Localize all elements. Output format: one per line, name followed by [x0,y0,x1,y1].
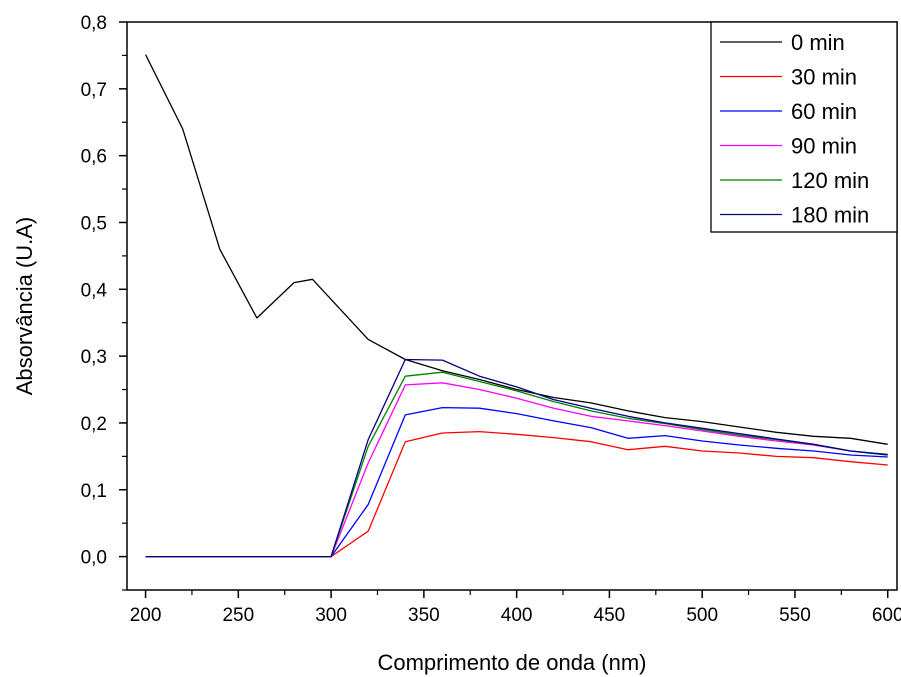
x-tick-label: 250 [222,605,254,626]
y-axis-title: Absorvância (U.A) [12,217,37,396]
y-tick-label: 0,4 [81,280,108,301]
y-tick-label: 0,1 [81,481,107,502]
y-axis: 0,0 0,1 0,2 0,3 0,4 0,5 0,6 0,7 0,8 [81,13,127,591]
legend-label: 0 min [791,30,845,55]
x-tick-label: 300 [315,605,347,626]
legend-label: 30 min [791,65,857,90]
x-axis: 200 250 300 350 400 450 500 550 600 [130,590,901,626]
series-line-180-min [145,358,888,558]
series-line-120-min [145,371,888,558]
x-tick-label: 350 [408,605,440,626]
y-tick-label: 0,2 [81,414,107,435]
series-line-30-min [145,430,888,558]
plot-lines [145,54,888,558]
legend-label: 180 min [791,203,869,228]
series-line-60-min [145,406,888,558]
legend-label: 120 min [791,168,869,193]
y-tick-label: 0,7 [81,80,107,101]
y-tick-label: 0,8 [81,13,107,34]
series-line-0-min [145,54,888,445]
y-tick-label: 0,5 [81,213,107,234]
y-tick-label: 0,0 [81,548,107,569]
legend-label: 60 min [791,99,857,124]
x-tick-label: 450 [594,605,626,626]
x-tick-label: 600 [872,605,901,626]
x-tick-label: 550 [779,605,811,626]
legend-label: 90 min [791,134,857,159]
y-tick-label: 0,6 [81,147,107,168]
x-tick-label: 500 [686,605,718,626]
x-tick-label: 200 [130,605,162,626]
y-tick-label: 0,3 [81,347,107,368]
series-line-90-min [145,382,888,558]
legend-box [710,21,898,233]
x-axis-title: Comprimento de onda (nm) [377,650,646,675]
legend: 0 min 30 min 60 min 90 min 120 min 180 min [710,21,898,233]
x-tick-label: 400 [501,605,533,626]
plot-frame [126,21,898,591]
